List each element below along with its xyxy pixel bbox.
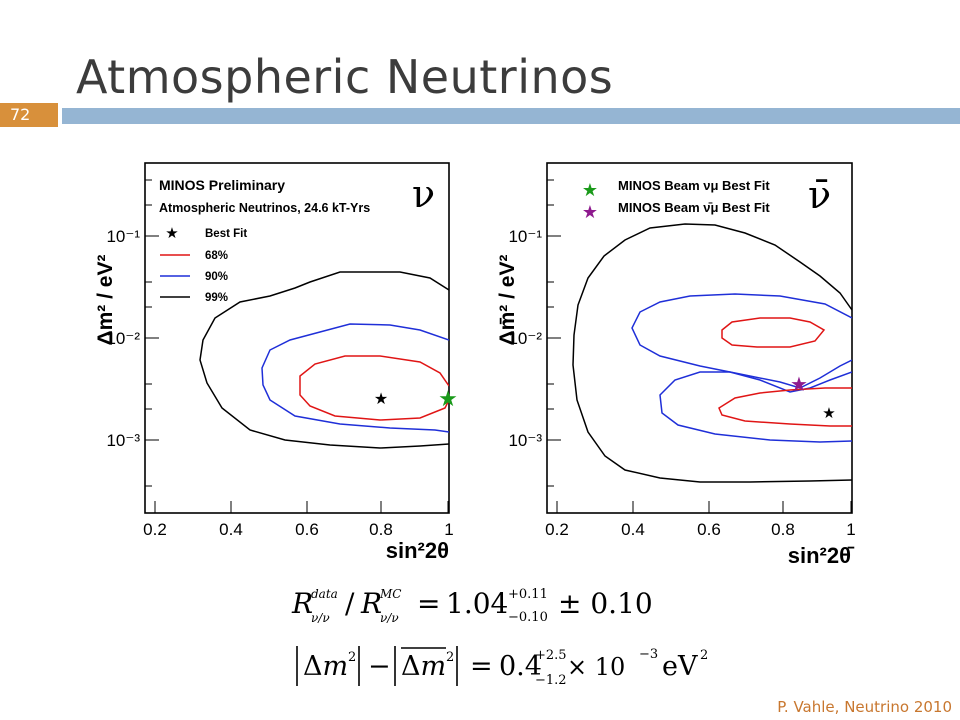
eq1-syst: ± 0.10 xyxy=(558,587,653,620)
left-y-tick-1: 10⁻² xyxy=(106,329,140,348)
right-y-tick-1: 10⁻² xyxy=(508,329,542,348)
left-x-tick-0: 0.2 xyxy=(143,520,167,539)
left-contour-99 xyxy=(199,271,449,449)
eq1-r1: R xyxy=(291,587,313,620)
eq2-exp: −3 xyxy=(639,647,658,662)
right-x-tick-labels: 0.2 0.4 0.6 0.8 1 xyxy=(545,520,856,539)
eq2-unit: eV xyxy=(662,651,698,682)
right-y-axis-label: Δm̄² / eV² xyxy=(496,255,519,346)
eq2-dm-1: Δm xyxy=(303,651,348,682)
left-legend-star-marker: ★ xyxy=(165,225,178,242)
equation-ratio: R data ν/ν / R MC ν/ν = 1.04 +0.11 −0.10… xyxy=(291,587,653,625)
left-y-tick-labels: 10⁻¹ 10⁻² 10⁻³ xyxy=(106,227,140,450)
right-legend-purple-star: ★ xyxy=(582,202,598,222)
eq1-equals: = xyxy=(417,587,440,620)
right-y-tick-2: 10⁻³ xyxy=(508,431,542,450)
eq1-sub1: ν/ν xyxy=(311,611,330,625)
left-x-axis-label: sin²2θ xyxy=(386,538,449,563)
eq2-value: 0.4 xyxy=(499,651,542,682)
title-accent-bar xyxy=(62,108,960,124)
eq2-times: × 10 xyxy=(567,653,625,681)
slide-number: 72 xyxy=(10,105,31,124)
left-legend-entry-99: 99% xyxy=(205,292,228,304)
right-contour-68-upper xyxy=(721,317,826,348)
eq1-sup2: MC xyxy=(379,587,401,601)
right-x-axis-label: sin²2θ̄ xyxy=(788,543,855,568)
right-legend-green-star: ★ xyxy=(582,180,598,200)
eq1-plus: +0.11 xyxy=(508,587,548,602)
left-y-axis-label: Δm² / eV² xyxy=(94,255,117,346)
left-legend-entry-90: 90% xyxy=(205,271,228,283)
left-axis-ticks xyxy=(145,179,449,513)
left-plot: 0.2 0.4 0.6 0.8 1 10⁻¹ 10⁻² 10⁻³ sin²2θ … xyxy=(94,162,458,563)
eq2-unit-sq: 2 xyxy=(700,648,708,663)
slide-title: Atmospheric Neutrinos xyxy=(76,50,614,104)
eq2-minus-op: − xyxy=(368,651,391,682)
right-x-tick-3: 0.8 xyxy=(771,520,795,539)
right-x-tick-0: 0.2 xyxy=(545,520,569,539)
eq2-sq-1: 2 xyxy=(348,650,356,665)
left-y-tick-2: 10⁻³ xyxy=(106,431,140,450)
eq1-r2: R xyxy=(360,587,382,620)
right-best-fit-star: ★ xyxy=(822,405,835,422)
eq2-sq-2: 2 xyxy=(446,650,454,665)
right-x-tick-2: 0.6 xyxy=(697,520,721,539)
right-contour-90-upper xyxy=(631,293,852,389)
right-y-tick-0: 10⁻¹ xyxy=(508,227,542,246)
right-legend-entry-nu: MINOS Beam νμ Best Fit xyxy=(618,178,770,193)
left-x-tick-labels: 0.2 0.4 0.6 0.8 1 xyxy=(143,520,454,539)
eq2-equals: = xyxy=(470,651,493,682)
eq1-slash: / xyxy=(345,587,355,620)
left-contour-68 xyxy=(299,355,449,421)
right-plot-frame xyxy=(546,162,853,514)
slide-footer: P. Vahle, Neutrino 2010 xyxy=(777,698,952,716)
eq1-sub2: ν/ν xyxy=(380,611,399,625)
right-legend: ★ MINOS Beam νμ Best Fit ★ MINOS Beam ν̄… xyxy=(582,178,770,222)
left-legend-title: MINOS Preliminary xyxy=(159,177,285,193)
eq1-sup1: data xyxy=(311,587,338,601)
right-contour-99 xyxy=(572,223,852,483)
left-x-tick-1: 0.4 xyxy=(219,520,243,539)
eq1-minus: −0.10 xyxy=(508,610,548,625)
left-legend: MINOS Preliminary Atmospheric Neutrinos,… xyxy=(159,177,370,304)
right-axis-ticks xyxy=(547,179,852,513)
eq2-dm-2: Δm xyxy=(401,651,446,682)
right-plot: 0.2 0.4 0.6 0.8 1 10⁻¹ 10⁻² 10⁻³ sin²2θ̄… xyxy=(496,162,856,568)
eq2-plus: +2.5 xyxy=(535,648,567,663)
left-x-tick-2: 0.6 xyxy=(295,520,319,539)
left-beam-best-fit-star: ★ xyxy=(438,386,458,411)
right-beam-best-fit-star: ★ xyxy=(790,374,808,396)
left-contour-90 xyxy=(261,323,449,433)
left-nu-symbol: ν xyxy=(412,172,435,216)
equation-delta: Δm 2 − Δm 2 = 0.4 +2.5 −1.2 × 10 −3 eV 2 xyxy=(296,646,708,688)
right-nubar-symbol: ν̄ xyxy=(808,173,831,217)
left-y-tick-0: 10⁻¹ xyxy=(106,227,140,246)
right-x-tick-1: 0.4 xyxy=(621,520,645,539)
eq1-value: 1.04 xyxy=(446,587,508,620)
right-x-tick-4: 1 xyxy=(846,520,855,539)
left-legend-entry-bestfit: Best Fit xyxy=(205,228,247,240)
slide-number-box xyxy=(0,103,58,127)
eq2-minus: −1.2 xyxy=(535,673,567,688)
right-contour-68-lower xyxy=(718,387,852,427)
right-y-tick-labels: 10⁻¹ 10⁻² 10⁻³ xyxy=(508,227,542,450)
left-best-fit-star: ★ xyxy=(374,391,388,408)
left-x-tick-3: 0.8 xyxy=(369,520,393,539)
left-legend-entry-68: 68% xyxy=(205,250,228,262)
left-legend-subtitle: Atmospheric Neutrinos, 24.6 kT-Yrs xyxy=(159,201,370,215)
right-legend-entry-nubar: MINOS Beam ν̄μ Best Fit xyxy=(618,200,770,215)
left-x-tick-4: 1 xyxy=(444,520,453,539)
